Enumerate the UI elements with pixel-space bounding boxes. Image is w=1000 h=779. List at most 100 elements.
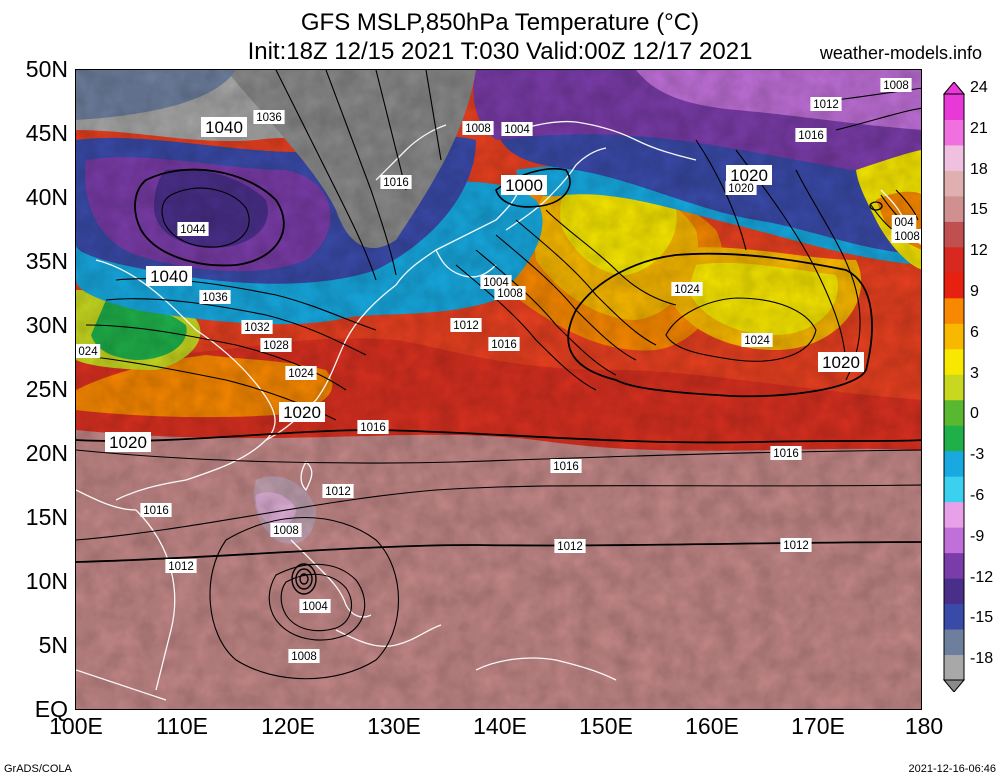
chart-subtitle: Init:18Z 12/15 2021 T:030 Valid:00Z 12/1… xyxy=(247,38,753,65)
colorbar-min-arrow xyxy=(943,679,965,692)
svg-text:1008: 1008 xyxy=(465,123,491,135)
svg-text:1016: 1016 xyxy=(491,339,517,351)
lon-label: 170E xyxy=(791,713,845,739)
isobar-label: 1016 xyxy=(357,420,389,434)
isobar-label: 1008 xyxy=(880,78,912,92)
colorbar-label: 3 xyxy=(970,364,979,382)
lon-label: 130E xyxy=(367,713,421,739)
lat-label: 15N xyxy=(25,504,68,530)
svg-text:1016: 1016 xyxy=(553,461,579,473)
svg-text:1012: 1012 xyxy=(783,540,809,552)
svg-text:1016: 1016 xyxy=(383,177,409,189)
lon-label: 150E xyxy=(579,713,633,739)
svg-text:1008: 1008 xyxy=(883,80,909,92)
colorbar-step xyxy=(944,476,964,503)
colorbar-label: -3 xyxy=(970,446,985,464)
isobar-label: 1016 xyxy=(488,337,520,351)
isobar-label: 1004 xyxy=(501,122,533,136)
isobar-label: 1016 xyxy=(380,175,412,189)
colorbar-step xyxy=(944,603,964,630)
colorbar-label: 15 xyxy=(970,201,988,219)
pressure-center-label: 1020 xyxy=(105,432,151,452)
svg-text:1040: 1040 xyxy=(150,267,188,286)
isobar-labels: 1040 1036 1008 1004 1016 1000 1044 1040 1036 1032… xyxy=(76,78,921,663)
isobar-label: 1012 xyxy=(450,318,482,332)
colorbar-label: 12 xyxy=(970,242,988,260)
svg-text:1008: 1008 xyxy=(497,288,523,300)
svg-text:1044: 1044 xyxy=(180,224,206,236)
isobar-label: 1008 xyxy=(462,121,494,135)
footer-software: GrADS/COLA xyxy=(4,763,72,775)
isobar-label: 1008 xyxy=(270,523,302,537)
colorbar-step xyxy=(944,221,964,248)
footer-timestamp: 2021-12-16-06:46 xyxy=(908,763,996,775)
colorbar-step xyxy=(944,272,964,299)
colorbar-label: 9 xyxy=(970,283,979,300)
svg-text:1012: 1012 xyxy=(557,541,583,553)
lat-label: 40N xyxy=(25,184,68,210)
isobar-label: 1024 xyxy=(285,366,317,380)
colorbar-step xyxy=(944,94,964,120)
colorbar-step xyxy=(944,450,964,477)
chart-title: GFS MSLP,850hPa Temperature (°C) xyxy=(300,9,700,36)
lat-label: 35N xyxy=(25,248,68,274)
colorbar-label: -9 xyxy=(970,527,985,545)
lat-label: 25N xyxy=(25,376,68,402)
pressure-center-label: 1000 xyxy=(501,175,547,195)
colorbar-label: 24 xyxy=(970,79,988,96)
svg-text:1020: 1020 xyxy=(109,433,147,452)
colorbar-step xyxy=(944,527,964,554)
isobar-label: 1016 xyxy=(770,446,802,460)
svg-text:1012: 1012 xyxy=(168,561,194,573)
isobar-label: 004 xyxy=(891,215,917,229)
svg-text:1008: 1008 xyxy=(273,525,299,537)
colorbar-label: -6 xyxy=(970,487,985,504)
temperature-field xyxy=(76,70,921,709)
svg-text:1000: 1000 xyxy=(505,176,543,195)
colorbar-step xyxy=(944,323,964,350)
svg-text:1016: 1016 xyxy=(773,448,799,460)
isobar-label: 1012 xyxy=(780,538,812,552)
colorbar-label: 6 xyxy=(970,323,979,341)
lat-label: 30N xyxy=(25,312,68,338)
isobar-label: 1016 xyxy=(140,503,172,517)
colorbar-step xyxy=(944,170,964,197)
isobar-label: 1012 xyxy=(322,484,354,498)
colorbar-label: 21 xyxy=(970,119,988,137)
isobar-label: 1012 xyxy=(554,539,586,553)
colorbar-label: -15 xyxy=(970,609,994,627)
svg-text:1004: 1004 xyxy=(302,601,328,613)
isobar-label: 1008 xyxy=(891,229,921,243)
lon-label: 140E xyxy=(473,713,527,739)
colorbar-step xyxy=(944,119,964,146)
lon-label: 180 xyxy=(904,713,944,739)
svg-text:1024: 1024 xyxy=(674,284,700,296)
colorbar-label: 18 xyxy=(970,160,988,178)
isobar-label: 1024 xyxy=(671,282,703,296)
colorbar-step xyxy=(944,195,964,222)
isobar-label: 1036 xyxy=(253,110,285,124)
colorbar-step xyxy=(944,297,964,324)
svg-text:1012: 1012 xyxy=(325,486,351,498)
svg-text:1012: 1012 xyxy=(453,320,479,332)
colorbar-step xyxy=(944,552,964,579)
colorbar-step xyxy=(944,629,964,656)
colorbar-step xyxy=(944,144,964,171)
pressure-center-label: 1020 xyxy=(818,352,864,372)
isobar-label: 1004 xyxy=(299,599,331,613)
lon-label: 100E xyxy=(49,713,103,739)
isobar-lines xyxy=(76,70,921,680)
colorbar-step xyxy=(944,501,964,528)
isobar-label: 1024 xyxy=(741,333,773,347)
colorbar-step xyxy=(944,374,964,401)
svg-text:024: 024 xyxy=(78,346,98,358)
colorbar-ramp xyxy=(943,82,965,692)
svg-text:1016: 1016 xyxy=(798,130,824,142)
colorbar-step xyxy=(944,654,964,681)
svg-text:1036: 1036 xyxy=(202,292,228,304)
pressure-center-label: 1020 xyxy=(279,402,325,422)
isobar-label: 1008 xyxy=(288,649,320,663)
svg-text:1028: 1028 xyxy=(263,340,289,352)
isobar-label: 1028 xyxy=(260,338,292,352)
svg-text:1024: 1024 xyxy=(288,368,314,380)
